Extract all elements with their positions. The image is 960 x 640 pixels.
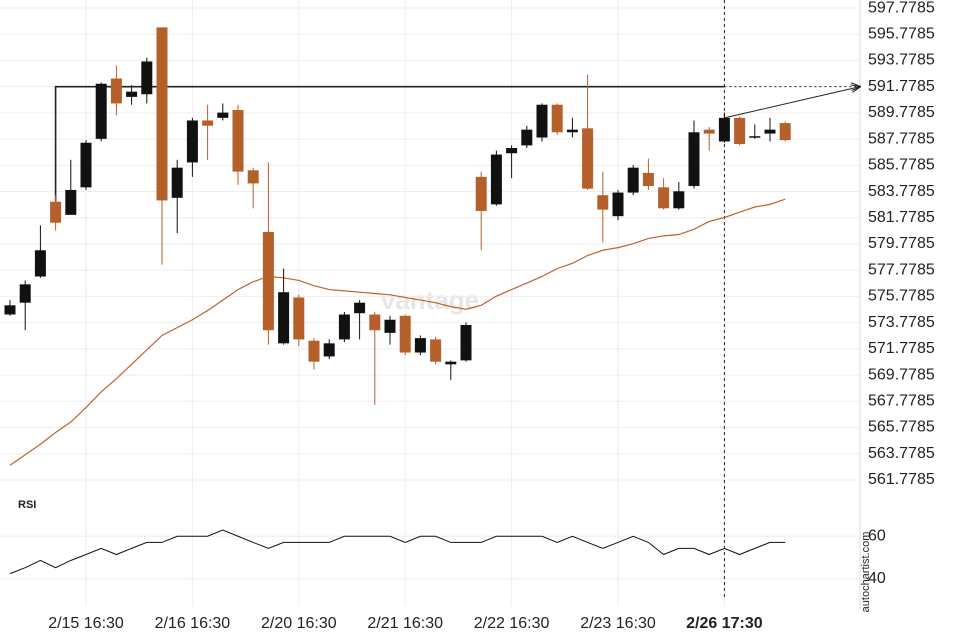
candle-body [262,231,274,331]
candle-body [490,154,502,205]
candle-body [430,339,442,362]
candle-body [308,340,320,362]
candle-body [460,324,472,361]
candle-body [34,250,46,277]
candle-body [445,361,457,365]
y-tick-label: 587.7785 [868,130,935,147]
candle-body [658,187,670,209]
candle-body [779,123,791,141]
candle-body [338,314,350,340]
x-tick-label: 2/23 16:30 [580,615,656,632]
candle-body [384,319,396,333]
candle-body [673,191,685,209]
candle-body [536,104,548,138]
moving-average [9,198,786,466]
candle-body [703,129,715,134]
candle-body [627,167,639,193]
candle-body [247,170,259,184]
source: autochartist.com [860,532,872,613]
x-tick-label: 2/15 16:30 [48,615,124,632]
rsi-line [9,529,786,575]
y-tick-label: 591.7785 [868,78,935,95]
projection-arrow [724,87,860,119]
candle-body [141,61,153,95]
candle-body [764,129,776,134]
y-tick-label: 577.7785 [868,261,935,278]
candle-body [202,120,214,126]
candle-body [293,297,305,340]
y-tick-label: 589.7785 [868,104,935,121]
candle-body [323,343,335,357]
y-tick-label: 581.7785 [868,209,935,226]
candle-body [232,109,244,172]
y-tick-label: 563.7785 [868,445,935,462]
candle-body [688,132,700,187]
candle-body [718,117,730,142]
candle-body [551,104,563,133]
y-tick-label: 571.7785 [868,340,935,357]
candle-body [278,292,290,344]
rsi-label: RSI [18,499,36,511]
x-tick-label: 2/20 16:30 [261,615,337,632]
y-tick-label: 579.7785 [868,235,935,252]
candle-body [399,315,411,353]
candle-body [19,284,31,303]
rsi-tick-label: 60 [868,527,886,544]
candle-body [95,83,107,139]
candle-body [354,302,366,314]
y-tick-label: 567.7785 [868,393,935,410]
candle-body [80,142,92,188]
x-tick-label: 2/16 16:30 [155,615,231,632]
candle-body [186,120,198,163]
candle-body [612,192,624,217]
x-tick-label: 2/22 16:30 [474,615,550,632]
candle-body [156,27,168,201]
candle-body [749,136,761,138]
candle-body [642,172,654,187]
candle-body [582,128,594,189]
y-tick-label: 597.7785 [868,0,935,16]
watermark: vantage [381,285,479,315]
rsi-tick-label: 40 [868,570,886,587]
candle-body [65,189,77,215]
y-tick-label: 569.7785 [868,366,935,383]
candle-body [50,201,62,223]
candle-body [217,112,229,118]
candle-body [4,305,16,315]
candle-body [171,167,183,198]
y-tick-label: 585.7785 [868,157,935,174]
y-tick-label: 595.7785 [868,25,935,42]
candle-body [597,195,609,210]
x-tick-label: 2/21 16:30 [367,615,443,632]
x-tick-label: 2/26 17:30 [686,615,763,632]
candle-body [126,91,138,97]
candle-body [369,314,381,331]
candle-body [734,117,746,145]
candle-body [110,78,122,104]
y-tick-label: 565.7785 [868,419,935,436]
level-line [54,85,725,202]
candle-body [414,338,426,353]
candle-body [521,129,533,146]
candle-body [506,148,518,154]
y-tick-label: 561.7785 [868,471,935,488]
y-tick-label: 593.7785 [868,52,935,69]
y-tick-label: 583.7785 [868,183,935,200]
candle-body [566,129,578,133]
y-tick-label: 573.7785 [868,314,935,331]
y-tick-label: 575.7785 [868,288,935,305]
candle-body [475,176,487,211]
